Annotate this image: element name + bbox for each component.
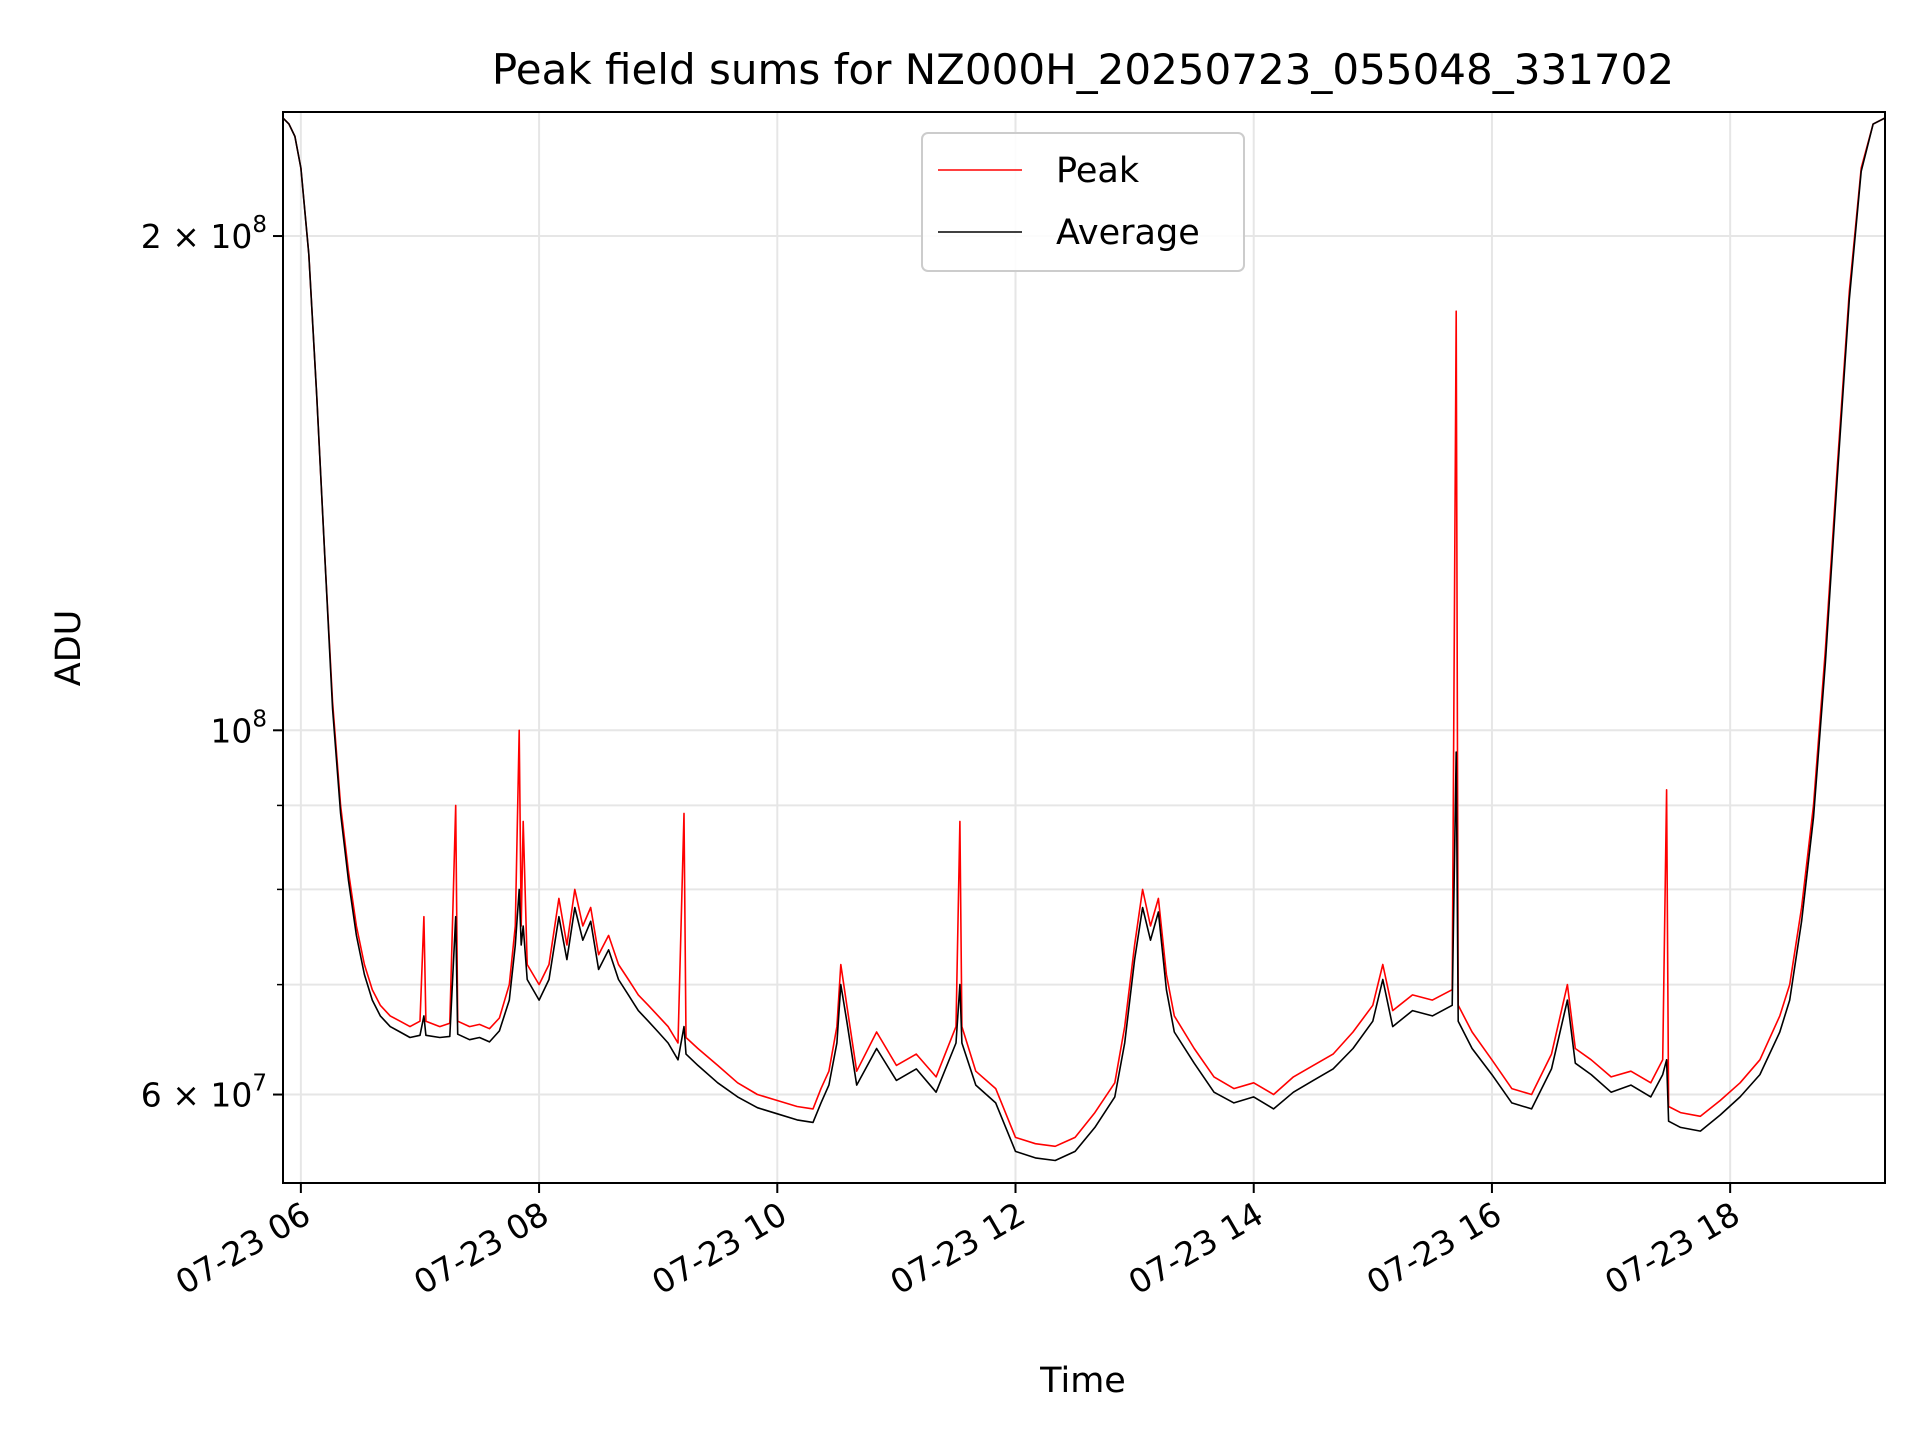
series-line-peak: [283, 117, 1885, 1148]
y-tick-label: 2 × 108: [141, 212, 267, 256]
plot-area-frame: [282, 111, 1886, 1184]
chart-title: Peak field sums for NZ000H_20250723_0550…: [492, 45, 1674, 94]
grid-lines: [283, 112, 1885, 1183]
legend: Peak Average: [921, 132, 1245, 272]
y-tick-label: 108: [210, 706, 267, 750]
legend-label-peak: Peak: [1056, 151, 1140, 191]
y-axis-title: ADU: [49, 610, 89, 687]
legend-box: [921, 132, 1245, 272]
legend-label-average: Average: [1056, 213, 1200, 253]
y-tick-label: 6 × 107: [141, 1071, 267, 1115]
x-axis-title: Time: [1039, 1361, 1126, 1401]
series-layer: [283, 117, 1885, 1162]
series-line-average: [283, 117, 1885, 1162]
